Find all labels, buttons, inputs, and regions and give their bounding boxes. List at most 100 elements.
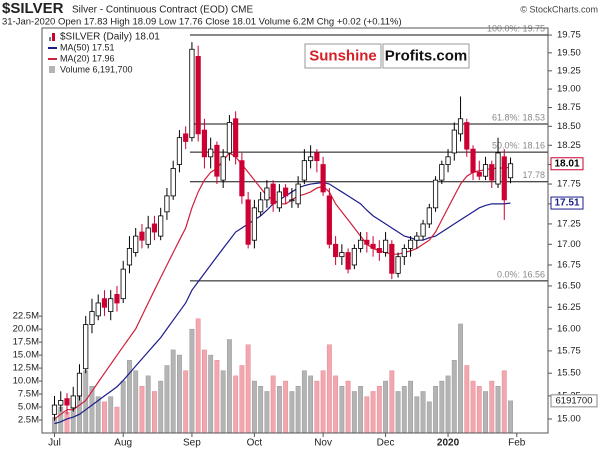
level-label: 50.0%: 18.16 <box>492 141 545 151</box>
legend-label: $SILVER (Daily) 18.01 <box>60 32 160 43</box>
candle-body <box>189 48 195 139</box>
volume-bar <box>495 386 501 434</box>
price-tag <box>550 157 584 171</box>
volume-bar <box>489 380 495 434</box>
volume-bar <box>389 370 395 434</box>
candle-body <box>83 324 89 370</box>
candle-body <box>432 179 439 209</box>
volume-bar <box>289 391 295 434</box>
candle-body <box>158 215 164 237</box>
candle-body <box>270 183 276 205</box>
y-tick-label: 19.50 <box>557 47 581 58</box>
volume-bar <box>245 344 251 434</box>
volume-bar <box>102 401 107 434</box>
y-tick-label: 15.50 <box>557 368 581 379</box>
volume-tick-label: 22.5M <box>13 311 39 322</box>
level-label: 0.0%: 16.56 <box>497 269 545 279</box>
volume-bar <box>226 339 232 434</box>
volume-bar <box>158 380 164 434</box>
candle-body <box>264 187 270 201</box>
volume-bar <box>208 354 214 434</box>
candle-body <box>439 164 445 181</box>
legend-label: Volume 6,191,700 <box>60 64 133 74</box>
logo-box <box>304 43 382 69</box>
volume-bar <box>483 391 488 434</box>
y-tick-label: 16.75 <box>557 259 581 270</box>
candle-body <box>308 156 314 162</box>
candle-body <box>414 235 420 241</box>
price-tag <box>550 196 584 210</box>
volume-tick-label: 7.5M <box>18 389 39 400</box>
legend-icon <box>49 66 55 73</box>
logo-text: Sunshine <box>309 47 377 64</box>
candle-body <box>176 137 183 165</box>
candle-body <box>258 199 264 213</box>
candle-body <box>145 227 151 245</box>
ma-line <box>54 152 511 420</box>
volume-bar <box>395 391 401 434</box>
volume-bar <box>376 386 382 434</box>
candle-body <box>64 398 70 406</box>
volume-bar <box>445 375 451 434</box>
volume-bar <box>145 375 151 434</box>
volume-tick-label: 2.5M <box>18 415 39 426</box>
volume-bar <box>120 380 126 434</box>
volume-tick-label: 15.0M <box>13 350 39 361</box>
candle-body <box>333 243 339 258</box>
legend: $SILVER (Daily) 18.01 MA(50) 17.51 MA(20… <box>48 32 160 74</box>
volume-bar <box>501 370 507 434</box>
volume-bar <box>383 380 389 434</box>
volume-bar <box>458 323 463 434</box>
x-tick-label: Sep <box>183 438 201 449</box>
volume-bar <box>295 386 301 434</box>
volume-bar <box>351 391 357 434</box>
legend-icon <box>52 33 55 41</box>
volume-bar <box>345 380 351 434</box>
volume-bar <box>401 386 407 434</box>
candle-body <box>401 248 407 258</box>
candle-body <box>407 239 414 249</box>
candle-body <box>345 252 351 270</box>
x-tick-label: Nov <box>314 438 332 449</box>
volume-bar <box>433 386 438 434</box>
candle-body <box>376 248 382 253</box>
plot-frame <box>41 27 549 434</box>
y-tick-label: 17.00 <box>557 239 581 250</box>
volume-bar <box>426 401 432 434</box>
y-tick-label: 19.00 <box>557 84 581 95</box>
volume-bar <box>170 349 176 434</box>
y-tick-label: 15.75 <box>557 345 581 356</box>
volume-tag <box>550 394 598 408</box>
candle-body <box>351 248 357 266</box>
volume-tick-label: 20.0M <box>13 324 39 335</box>
candle-body <box>283 187 289 197</box>
y-tick-label: 16.25 <box>557 302 581 313</box>
candle-body <box>470 148 476 173</box>
candle-body <box>114 294 120 304</box>
candle-body <box>457 118 464 135</box>
source: © StockCharts.com <box>520 4 598 14</box>
candle-body <box>239 160 245 197</box>
volume-bar <box>133 370 139 434</box>
candle-body <box>389 243 395 274</box>
candle-body <box>495 152 501 185</box>
candle-body <box>126 248 133 266</box>
candle-body <box>76 372 83 397</box>
candle-body <box>108 298 114 312</box>
volume-bar <box>283 380 289 434</box>
volume-tick-label: 5.0M <box>18 402 39 413</box>
candle-body <box>364 239 370 245</box>
candle-body <box>289 199 295 202</box>
chart-title: $SILVER <box>2 0 64 17</box>
legend-label: MA(50) 17.51 <box>60 42 115 52</box>
y-tick-label: 19.25 <box>557 65 581 76</box>
candle-body <box>276 191 282 209</box>
volume-bar <box>195 318 201 434</box>
candle-body <box>320 164 326 193</box>
y-tick-label: 16.00 <box>557 323 581 334</box>
volume-bar <box>264 391 270 434</box>
candle-body <box>214 144 220 177</box>
candle-body <box>139 231 145 241</box>
